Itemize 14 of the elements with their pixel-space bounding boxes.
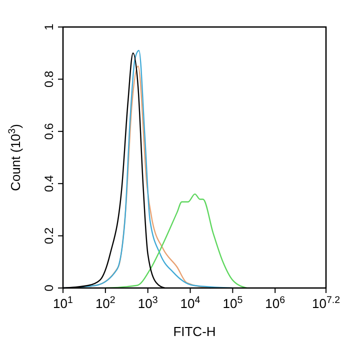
- x-tick-label: 10$^{1}$: [53, 294, 73, 311]
- x-tick-label: 10$^{4}$: [180, 294, 201, 311]
- y-tick-label: 1: [42, 23, 56, 30]
- y-tick-label: 0.8: [42, 70, 56, 88]
- y-tick-label: 0.6: [42, 122, 56, 140]
- x-tick-label: 10$^{2}$: [95, 294, 116, 311]
- x-tick-label: 10$^{3}$: [138, 294, 158, 311]
- x-axis-title: FITC-H: [173, 324, 216, 339]
- x-tick-label: 10$^{7.2}$: [312, 294, 340, 311]
- x-tick-label: 10$^{6}$: [265, 294, 286, 311]
- x-tick-label: 10$^{5}$: [222, 294, 244, 311]
- y-tick-label: 0: [42, 284, 56, 292]
- y-tick-label: 0.4: [42, 174, 56, 192]
- y-tick-label: 0.2: [42, 227, 56, 244]
